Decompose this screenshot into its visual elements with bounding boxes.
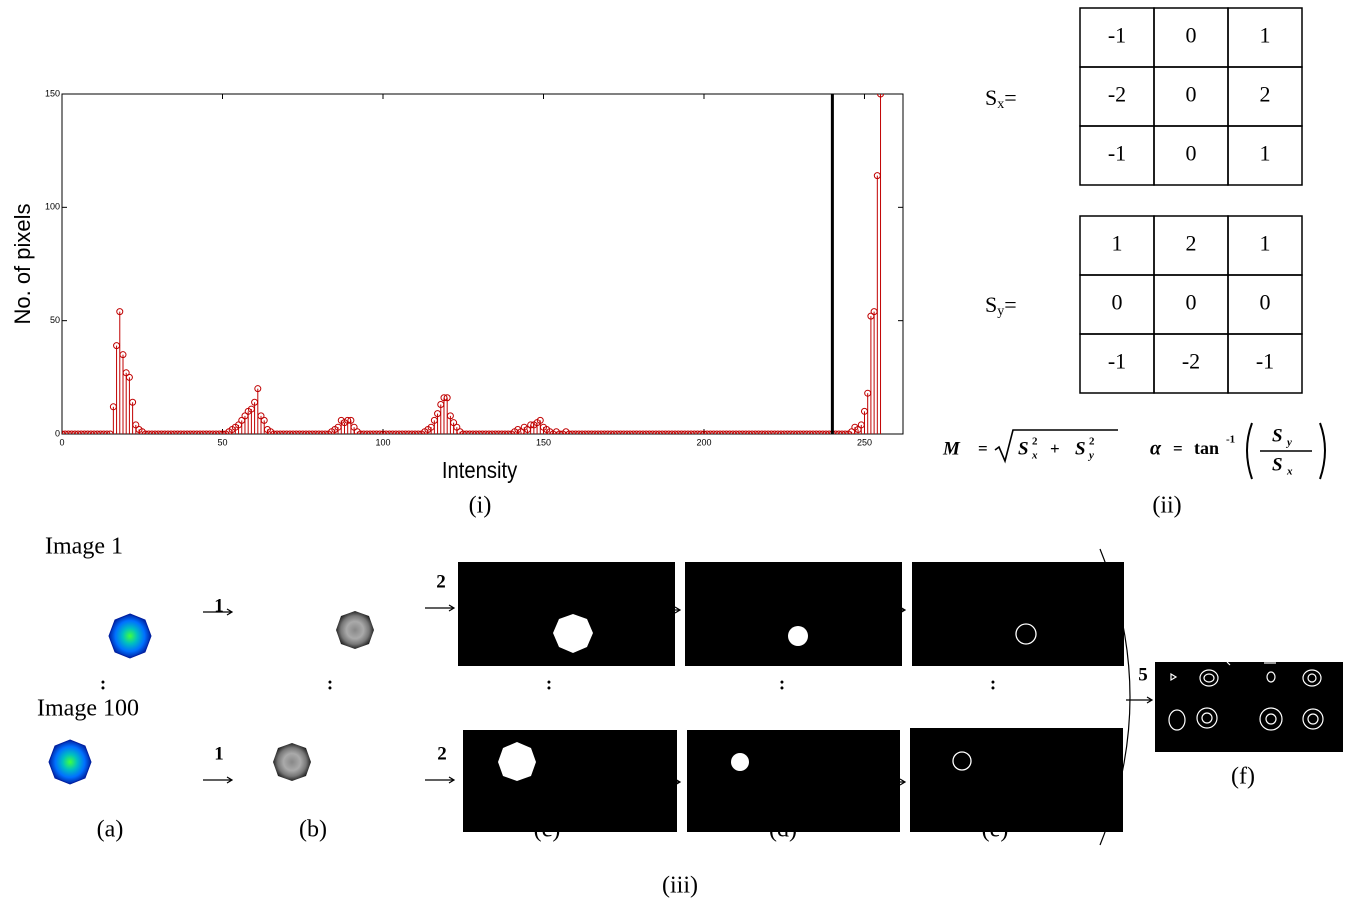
y-tick-label: 150	[45, 88, 60, 98]
blob	[498, 742, 536, 781]
x-tick-label: 150	[536, 437, 551, 447]
y-tick-label: 100	[45, 202, 60, 212]
step-number: 3	[660, 576, 670, 597]
matrix-value: -1	[1256, 349, 1274, 374]
edge-image	[912, 562, 1124, 666]
panel-label: (e)	[982, 817, 1009, 843]
formula-symbol: S	[1018, 438, 1029, 459]
formula-symbol: M	[942, 438, 961, 459]
image-label: Image 100	[37, 696, 139, 722]
step-number: 3	[660, 743, 670, 764]
step-number: 1	[214, 743, 224, 764]
matrix-value: 0	[1112, 290, 1123, 315]
panel-label: (c)	[534, 817, 561, 843]
y-tick-label: 50	[50, 315, 60, 325]
step-number: 4	[885, 576, 895, 597]
pipeline: Image 1 Image 100 1 2 3 4 1 2 3 4 5 : :	[37, 534, 1343, 899]
separator: :	[779, 673, 785, 694]
blob-image	[49, 740, 91, 784]
label-eq: =	[1004, 292, 1016, 317]
x-tick-label: 200	[696, 437, 711, 447]
formula-eq: =	[1173, 439, 1183, 458]
matrix-value: -2	[1108, 82, 1126, 107]
matrix-value: 0	[1186, 82, 1197, 107]
matrix-value: 1	[1260, 141, 1271, 166]
matrix-value: 2	[1260, 82, 1271, 107]
step-number: 5	[1138, 664, 1148, 685]
page: No. of pixels Intensity (i) 050100150050…	[0, 0, 1347, 909]
caption: (iii)	[662, 873, 698, 899]
separator: :	[546, 673, 552, 694]
formula-sub: x	[1031, 450, 1038, 462]
step-number: 2	[436, 571, 446, 592]
gray-image	[336, 611, 374, 649]
matrix-value: -1	[1108, 141, 1126, 166]
separator: :	[990, 673, 996, 694]
matrix-value: 0	[1186, 23, 1197, 48]
formula-symbol: α	[1150, 438, 1162, 460]
formula-op: +	[1050, 439, 1060, 458]
edge-image	[910, 728, 1123, 832]
matrix-value: -1	[1108, 349, 1126, 374]
formula-sub: y	[1087, 450, 1094, 462]
matrix-value: 0	[1260, 290, 1271, 315]
matrix-value: -1	[1108, 23, 1126, 48]
formula-sup: 2	[1089, 436, 1095, 448]
gray-image	[273, 743, 311, 781]
formula-sub: y	[1285, 437, 1292, 449]
label-base: S	[985, 292, 997, 317]
label-sub: x	[997, 97, 1004, 112]
paren	[1320, 423, 1325, 479]
label-eq: =	[1004, 85, 1016, 110]
formula-sup: 2	[1032, 436, 1038, 448]
separator: :	[327, 673, 333, 694]
formula-sub: x	[1286, 466, 1293, 478]
caption: (ii)	[1152, 493, 1181, 519]
formula-symbol: S	[1272, 454, 1283, 475]
plot-frame	[62, 94, 903, 434]
matrix-value: 2	[1186, 231, 1197, 256]
panel-label: (b)	[299, 817, 327, 843]
formula-sup: -1	[1226, 434, 1235, 446]
matrix-label: Sy=	[985, 292, 1017, 319]
sobel-panel: (ii) Sx=-101-202-101Sy=121000-1-2-1M=S2x…	[942, 8, 1325, 519]
formula-eq: =	[978, 439, 988, 458]
x-tick-label: 50	[217, 437, 227, 447]
separator: :	[100, 673, 106, 694]
formula-fn: tan	[1194, 438, 1219, 458]
image-label: Image 1	[45, 534, 123, 560]
step-number: 2	[437, 743, 447, 764]
panel-label: (d)	[769, 817, 797, 843]
eroded-image	[685, 562, 902, 666]
label-sub: y	[997, 304, 1004, 319]
label-base: S	[985, 85, 997, 110]
matrix-label: Sx=	[985, 85, 1017, 112]
x-tick-label: 250	[857, 437, 872, 447]
matrix-value: 0	[1186, 290, 1197, 315]
x-tick-label: 0	[59, 437, 64, 447]
binary-image	[458, 562, 675, 666]
matrix-value: -2	[1182, 349, 1200, 374]
blob	[788, 626, 808, 646]
y-axis-label: No. of pixels	[10, 203, 35, 324]
panel-label: (a)	[97, 817, 124, 843]
matrix-value: 1	[1260, 231, 1271, 256]
matrix-value: 1	[1260, 23, 1271, 48]
step-number: 1	[214, 595, 224, 616]
step-number: 4	[885, 743, 895, 764]
matrix-value: 1	[1112, 231, 1123, 256]
matrix-value: 0	[1186, 141, 1197, 166]
blob	[731, 753, 749, 771]
x-axis-label: Intensity	[442, 457, 518, 484]
formula-symbol: S	[1075, 438, 1086, 459]
formula-symbol: S	[1272, 425, 1283, 446]
panel-label: (f)	[1231, 764, 1255, 790]
x-tick-label: 100	[375, 437, 390, 447]
blob-image	[109, 614, 151, 658]
caption: (i)	[469, 493, 492, 519]
binary-image	[463, 730, 677, 832]
paren	[1247, 423, 1252, 479]
figure: No. of pixels Intensity (i) 050100150050…	[0, 0, 1347, 909]
